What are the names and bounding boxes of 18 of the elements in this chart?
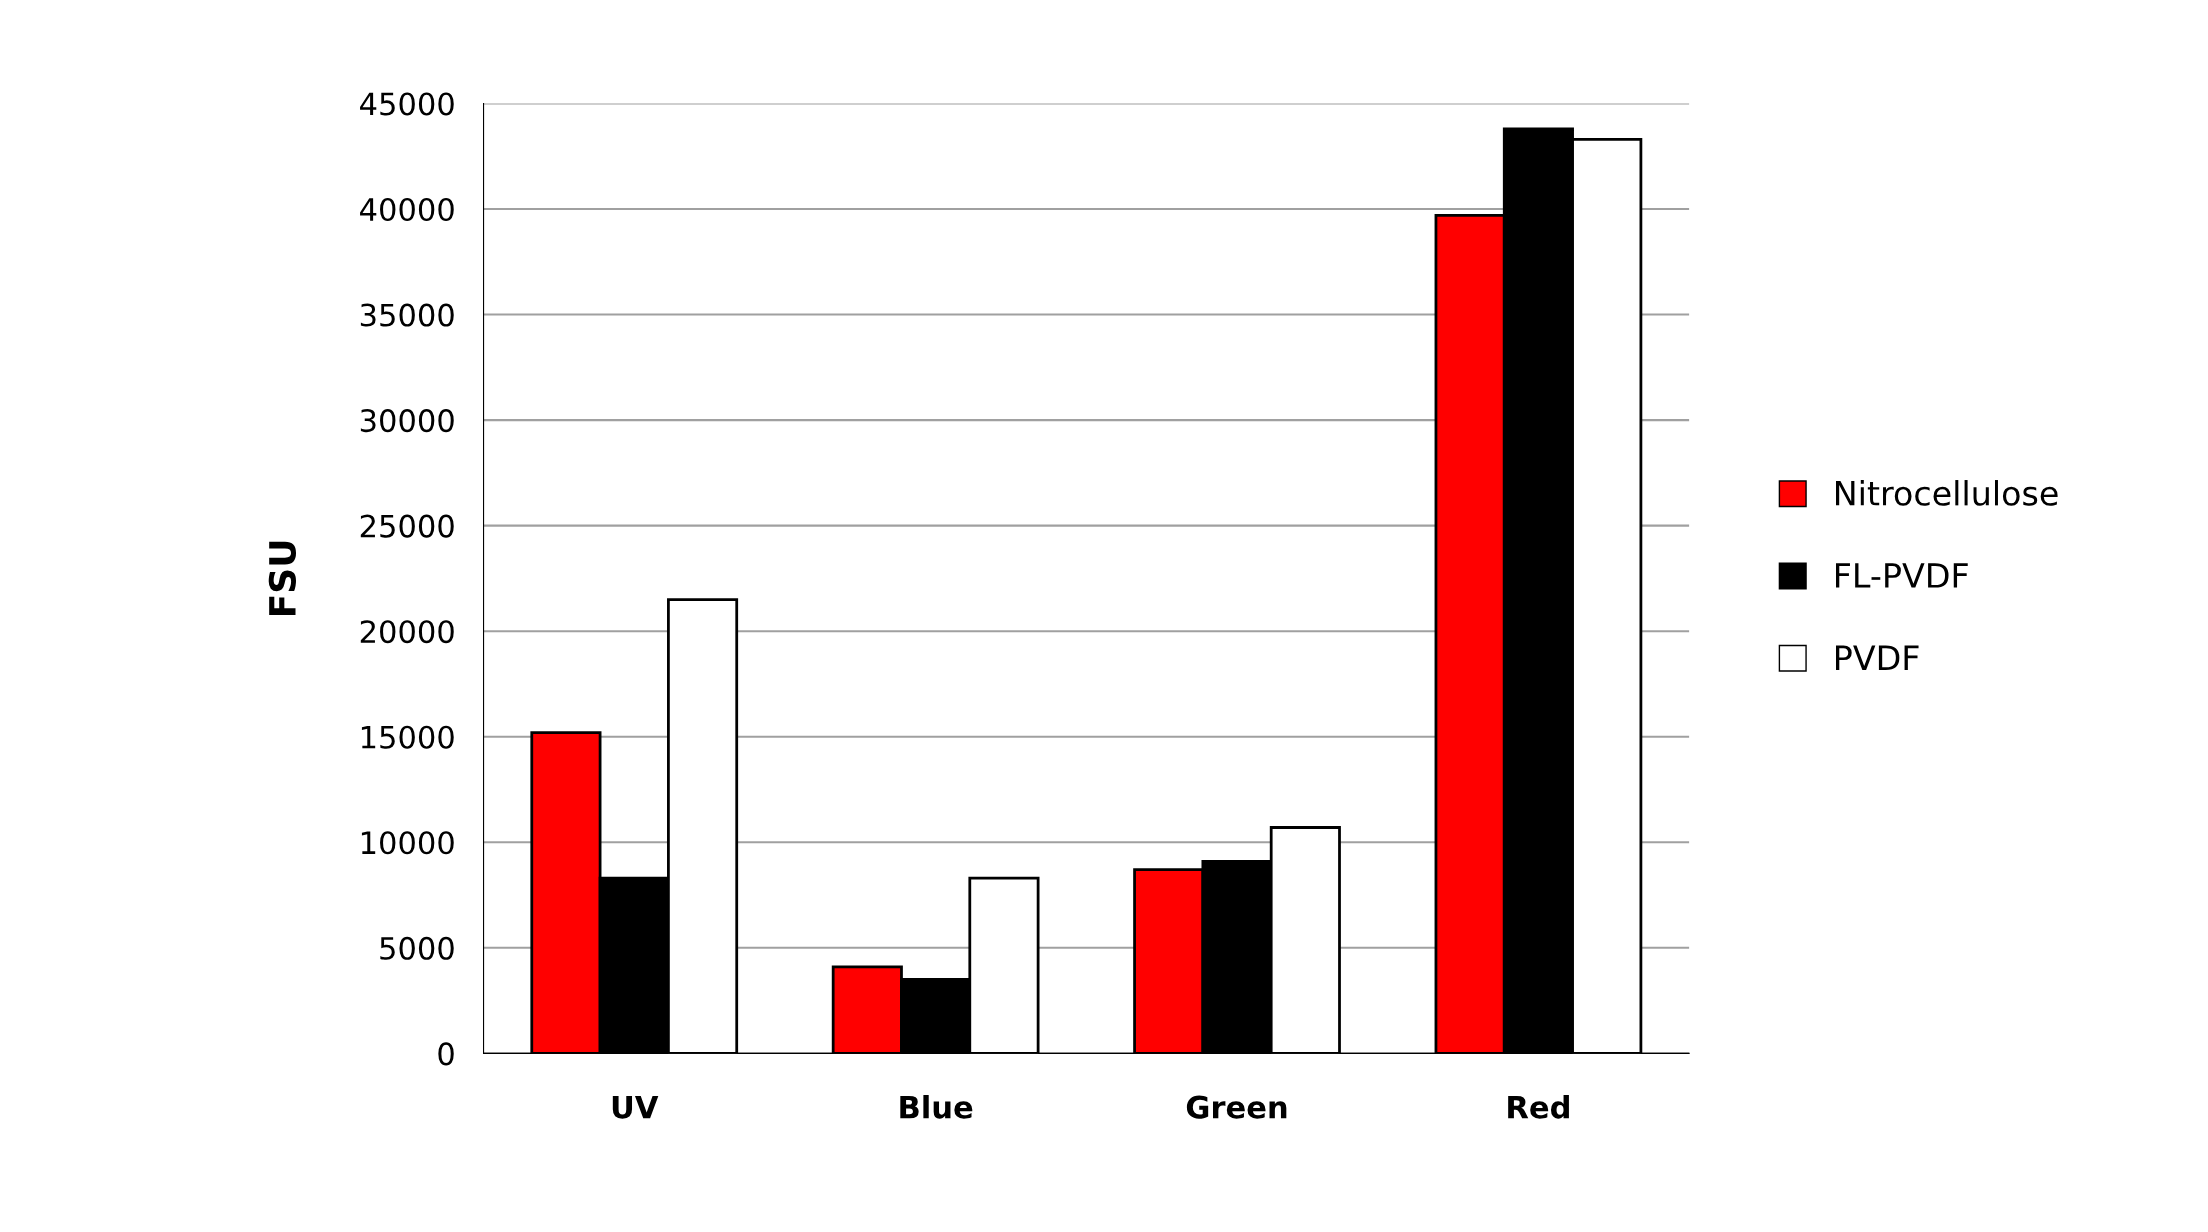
y-tick-label: 45000 <box>360 92 454 116</box>
y-tick-label: 5000 <box>380 936 454 960</box>
y-tick-label: 25000 <box>360 514 454 538</box>
legend-label: PVDF <box>1836 645 1919 670</box>
legend-label: Nitrocellulose <box>1836 480 2058 506</box>
x-tick-label: UV <box>612 1095 659 1119</box>
y-tick-label: 10000 <box>361 831 454 855</box>
y-tick-label: 0 <box>438 1042 454 1066</box>
x-tick-label: Red <box>1508 1095 1569 1119</box>
legend-label: FL-PVDF <box>1836 563 1968 588</box>
y-tick-label: 40000 <box>360 197 454 222</box>
x-tick-label: Green <box>1186 1095 1287 1119</box>
y-tick-label: 35000 <box>360 303 454 327</box>
y-tick-label: 15000 <box>361 725 454 749</box>
y-tick-label: 20000 <box>360 620 454 644</box>
y-tick-label: 30000 <box>360 409 454 433</box>
y-axis-title: FSU <box>268 541 297 616</box>
x-tick-label: Blue <box>900 1095 973 1119</box>
